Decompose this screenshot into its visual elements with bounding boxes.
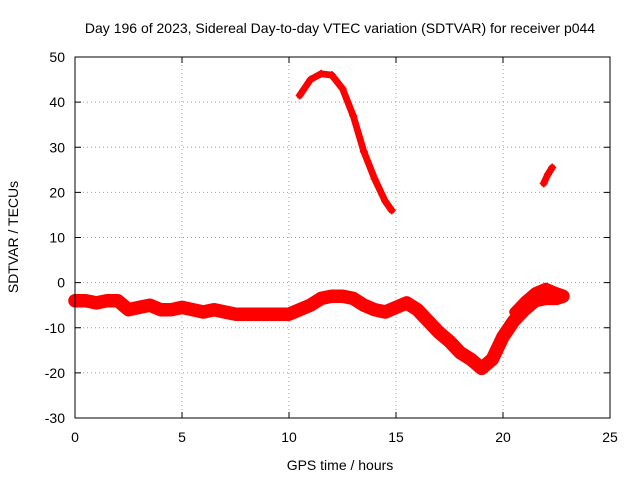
data-point [552, 287, 561, 296]
data-point [103, 296, 112, 305]
data-point [402, 298, 411, 307]
data-point [295, 305, 304, 314]
data-point [424, 316, 433, 325]
x-tick-label: 15 [388, 429, 404, 445]
data-point [370, 305, 379, 314]
series-trace [296, 70, 396, 214]
data-point [349, 294, 358, 303]
data-point [338, 292, 347, 301]
data-point [387, 206, 396, 215]
data-series [68, 69, 570, 376]
series-baseline-arc [68, 289, 570, 376]
data-point [548, 163, 557, 172]
data-point [124, 305, 133, 314]
series-midday-arc [295, 69, 396, 215]
data-point [188, 305, 197, 314]
data-point [359, 147, 368, 156]
y-tick-label: 0 [57, 275, 65, 291]
data-point [327, 292, 336, 301]
data-point [509, 307, 518, 316]
y-tick-label: 40 [49, 94, 65, 110]
y-tick-label: -30 [45, 410, 65, 426]
data-point [359, 301, 368, 310]
series-late-arc [539, 163, 557, 188]
y-tick-label: -10 [45, 320, 65, 336]
data-point [156, 305, 165, 314]
y-tick-label: 10 [49, 230, 65, 246]
series-upper-arc [509, 282, 568, 317]
x-tick-label: 25 [602, 429, 618, 445]
data-point [520, 296, 529, 305]
data-point [543, 170, 552, 179]
data-point [531, 287, 540, 296]
data-point [178, 303, 186, 312]
data-point [488, 355, 497, 364]
data-point [81, 296, 90, 305]
data-point [541, 283, 550, 292]
data-point [499, 332, 507, 341]
data-point [317, 69, 326, 78]
x-tick-label: 5 [178, 429, 186, 445]
grid-lines [75, 57, 610, 418]
data-point [113, 296, 122, 305]
data-point [338, 84, 347, 93]
chart-title: Day 196 of 2023, Sidereal Day-to-day VTE… [85, 20, 595, 36]
data-point [539, 179, 548, 188]
data-point [92, 298, 101, 307]
y-tick-label: 30 [49, 139, 65, 155]
data-point [199, 307, 208, 316]
data-point [135, 303, 144, 312]
data-point [317, 294, 326, 303]
data-point [392, 303, 400, 312]
data-point [231, 310, 240, 319]
data-point [263, 310, 272, 319]
y-tick-label: 50 [49, 49, 65, 65]
y-tick-label: -20 [45, 365, 65, 381]
data-point [327, 71, 336, 80]
x-axis-label: GPS time / hours [287, 457, 394, 473]
data-point [370, 174, 379, 183]
data-point [541, 294, 550, 303]
data-point [242, 310, 251, 319]
axis-ticks: 0 5 10 15 20 25 -30 -20 -10 0 10 20 30 40 50 [45, 49, 618, 445]
x-tick-label: 10 [281, 429, 297, 445]
data-point [456, 348, 465, 357]
x-tick-label: 0 [71, 429, 79, 445]
data-point [210, 305, 219, 314]
data-point [306, 75, 315, 84]
data-point [531, 296, 540, 305]
data-point [381, 197, 390, 206]
data-point [477, 364, 486, 373]
data-point [306, 301, 315, 310]
data-point [295, 91, 304, 100]
data-point [466, 355, 475, 364]
data-point [381, 307, 390, 316]
data-point [445, 337, 454, 346]
data-point [167, 305, 176, 314]
data-point [145, 301, 154, 310]
data-point [220, 307, 229, 316]
data-point [252, 310, 261, 319]
data-point [349, 111, 358, 120]
data-point [558, 289, 567, 298]
data-point [509, 316, 518, 325]
data-point [285, 310, 293, 319]
data-point [274, 310, 283, 319]
y-tick-label: 20 [49, 184, 65, 200]
y-axis-label: SDTVAR / TECUs [5, 181, 21, 293]
x-tick-label: 20 [495, 429, 511, 445]
data-point [434, 328, 443, 337]
data-point [413, 305, 422, 314]
